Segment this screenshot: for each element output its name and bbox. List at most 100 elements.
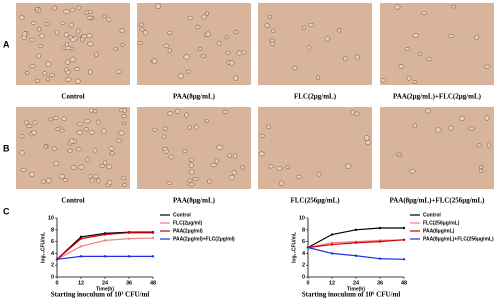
cell (69, 56, 76, 63)
cell (292, 65, 298, 71)
x-tick-label: 0 (55, 280, 58, 286)
panel-label: B (3, 143, 10, 153)
x-tick-label: 48 (150, 280, 156, 286)
caption: Control (61, 93, 84, 101)
cell (266, 124, 271, 130)
cell (188, 169, 195, 175)
cell (21, 31, 28, 37)
cell (231, 170, 237, 176)
micrograph (258, 3, 372, 85)
cell (222, 109, 229, 114)
cell (137, 41, 143, 45)
cell (478, 165, 484, 170)
cell (39, 33, 46, 39)
cell (354, 54, 360, 60)
cell (276, 166, 283, 171)
cell (195, 25, 201, 30)
legend-label: FLC(2μg/ml) (173, 220, 203, 226)
y-tick-label: 10 (299, 215, 305, 221)
cell (476, 143, 482, 148)
legend-label: Control (423, 212, 441, 218)
caption: FLC(256μg/mL) (290, 197, 340, 205)
cell (216, 41, 222, 46)
y-tick-label: 10 (48, 215, 54, 221)
data-point (151, 236, 155, 240)
series-line (307, 246, 405, 260)
cell (45, 76, 50, 81)
cell (37, 26, 42, 32)
cell (295, 174, 302, 179)
cell (45, 177, 52, 184)
cell (162, 126, 168, 131)
legend-label: PAA(2μg/ml) (173, 228, 203, 234)
cell (76, 129, 83, 135)
cell (84, 118, 91, 124)
cell (394, 4, 401, 10)
cell (94, 52, 99, 57)
cell (113, 47, 118, 52)
cell (233, 30, 239, 35)
cell (267, 14, 273, 20)
cell (118, 130, 125, 136)
cell (31, 130, 37, 136)
cell (83, 127, 89, 132)
cell (175, 108, 180, 115)
cell (468, 126, 475, 131)
data-point (151, 231, 155, 234)
cell (77, 121, 84, 126)
cell (228, 60, 235, 66)
cell (484, 64, 491, 69)
cell (18, 134, 25, 139)
y-axis-label: log₁₀CFU/mL (40, 232, 46, 263)
cell (73, 67, 81, 72)
cell (324, 36, 331, 42)
cell (108, 146, 115, 151)
cell (52, 146, 57, 152)
data-point (330, 233, 334, 236)
cell (87, 174, 93, 179)
data-point (79, 235, 83, 239)
caption: PAA(2μg/mL)+FLC(2μg/mL) (393, 93, 482, 101)
cell (139, 22, 144, 27)
cell (119, 28, 125, 33)
caption: PAA(8μg/mL)+FLC(256μg/mL) (389, 197, 485, 205)
data-point (402, 226, 406, 230)
cell (214, 158, 219, 164)
cell (60, 21, 66, 25)
cell (58, 173, 65, 179)
cell (88, 130, 95, 135)
micrograph (380, 3, 494, 85)
cell (421, 10, 427, 15)
cell (31, 21, 37, 25)
cell (418, 51, 423, 57)
cell (70, 165, 77, 171)
cell (78, 164, 85, 170)
cell (69, 138, 75, 144)
cell (188, 162, 194, 168)
x-axis-label: Time(h) (96, 286, 114, 292)
data-point (378, 240, 382, 243)
cell (270, 28, 276, 34)
cell (167, 48, 173, 53)
cell (406, 75, 412, 81)
cell (65, 59, 71, 65)
cell (182, 149, 188, 154)
cell (65, 46, 72, 50)
cell (204, 11, 210, 16)
cell (107, 180, 113, 185)
cell (207, 178, 212, 184)
cell (89, 178, 95, 184)
caption: Control (61, 197, 84, 205)
cell (106, 164, 113, 170)
x-tick-label: 36 (377, 280, 383, 286)
cell (200, 54, 206, 59)
cell (83, 10, 89, 15)
cell (161, 146, 169, 151)
y-tick-label: 2 (302, 263, 305, 269)
cell (350, 109, 355, 116)
cell (167, 111, 174, 116)
data-point (103, 255, 107, 258)
cell (204, 118, 209, 123)
cell (151, 58, 158, 64)
data-point (306, 246, 310, 249)
